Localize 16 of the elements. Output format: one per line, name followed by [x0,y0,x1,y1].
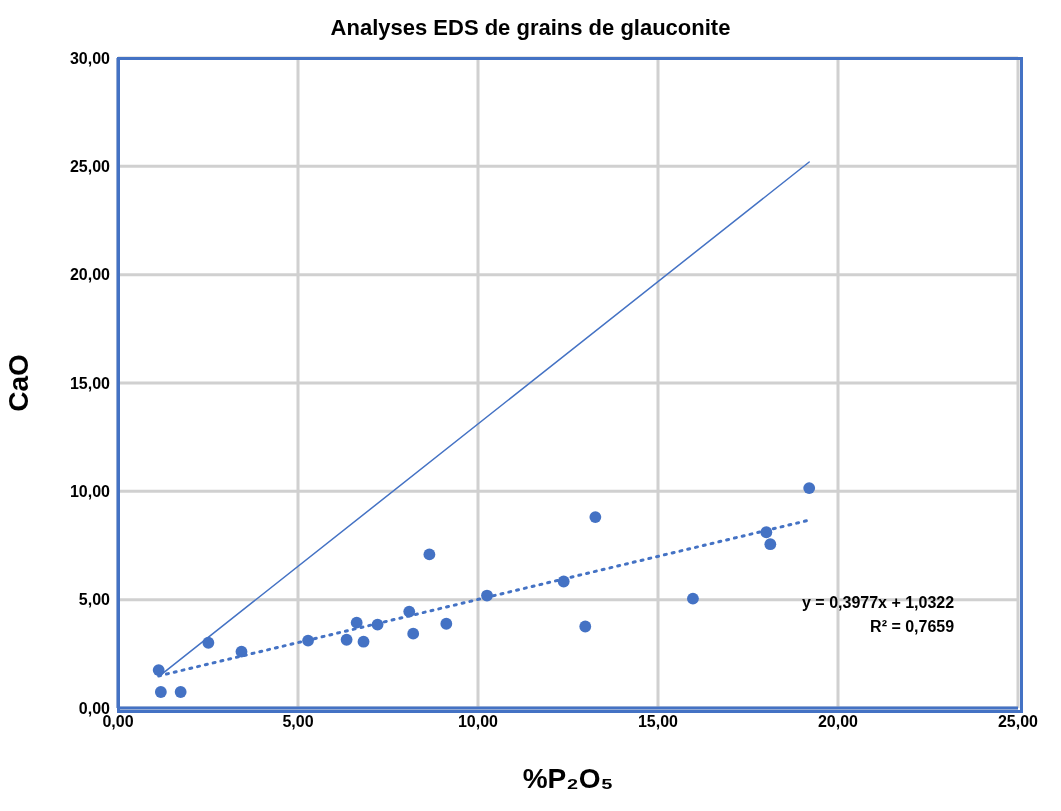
y-axis-title: CaO [2,354,34,412]
y-tick-label: 15,00 [69,374,111,392]
x-axis-title: %P₂O₅ [522,763,614,794]
annotation: R² = 0,7659 [869,617,955,637]
x-tick-label: 25,00 [997,713,1039,731]
x-tick-label: 20,00 [817,713,859,731]
x-tick-label: 15,00 [637,713,679,731]
x-tick-label: 10,00 [457,713,499,731]
y-tick-label: 20,00 [69,266,111,284]
y-tick-label: 5,00 [78,591,111,609]
annotation: y = 0,3977x + 1,0322 [802,593,955,613]
y-tick-label: 25,00 [69,158,111,176]
y-tick-label: 30,00 [69,49,111,67]
chart-title: Analyses EDS de grains de glauconite [329,14,732,42]
x-tick-label: 5,00 [282,713,314,731]
y-tick-label: 10,00 [69,483,111,501]
